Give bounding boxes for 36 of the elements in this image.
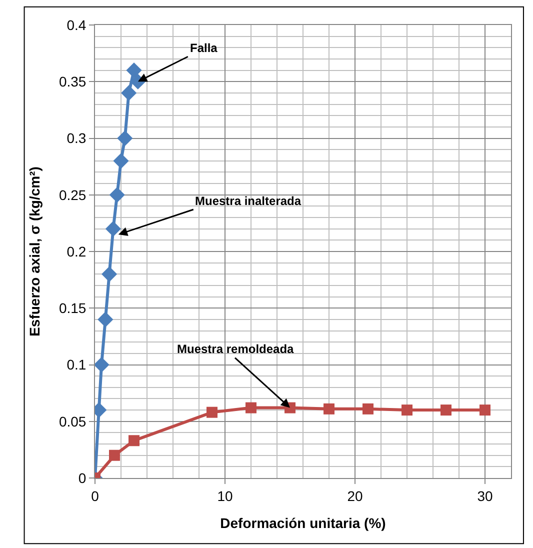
y-axis-title: Esfuerzo axial, σ (kg/cm²) [26, 166, 43, 336]
point [402, 404, 412, 416]
point [206, 406, 218, 418]
x-tick-label: 10 [217, 488, 233, 504]
y-tick-label: 0.25 [58, 186, 86, 203]
point [440, 404, 452, 416]
x-tick-label: 20 [347, 488, 363, 504]
point [98, 312, 114, 328]
y-tick-label: 0.15 [58, 300, 86, 316]
point [95, 356, 110, 373]
point [105, 221, 121, 237]
point [128, 435, 140, 446]
point [109, 187, 125, 203]
point [480, 404, 490, 416]
y-tick-label: 0.3 [66, 130, 86, 146]
y-tick-label: 0.05 [58, 413, 86, 430]
y-tick-label: 0 [78, 470, 86, 486]
point [109, 450, 120, 461]
point [102, 266, 118, 282]
annotation: Falla [190, 41, 218, 55]
point [324, 403, 334, 414]
x-tick-label: 30 [477, 488, 493, 504]
y-tick-label: 0.1 [66, 356, 86, 373]
point [113, 153, 129, 169]
annotation: Muestra remoldeada [177, 342, 294, 356]
annotation: Muestra inalterada [195, 194, 302, 208]
point [121, 85, 137, 101]
point [126, 62, 142, 78]
point [117, 130, 133, 146]
point [362, 403, 374, 414]
x-tick-label: 0 [91, 488, 100, 504]
point [246, 402, 256, 414]
x-axis-title: Deformación unitaria (%) [220, 515, 386, 532]
y-tick-label: 0.35 [58, 74, 86, 90]
y-tick-label: 0.2 [66, 243, 86, 260]
y-tick-label: 0.4 [66, 16, 86, 33]
